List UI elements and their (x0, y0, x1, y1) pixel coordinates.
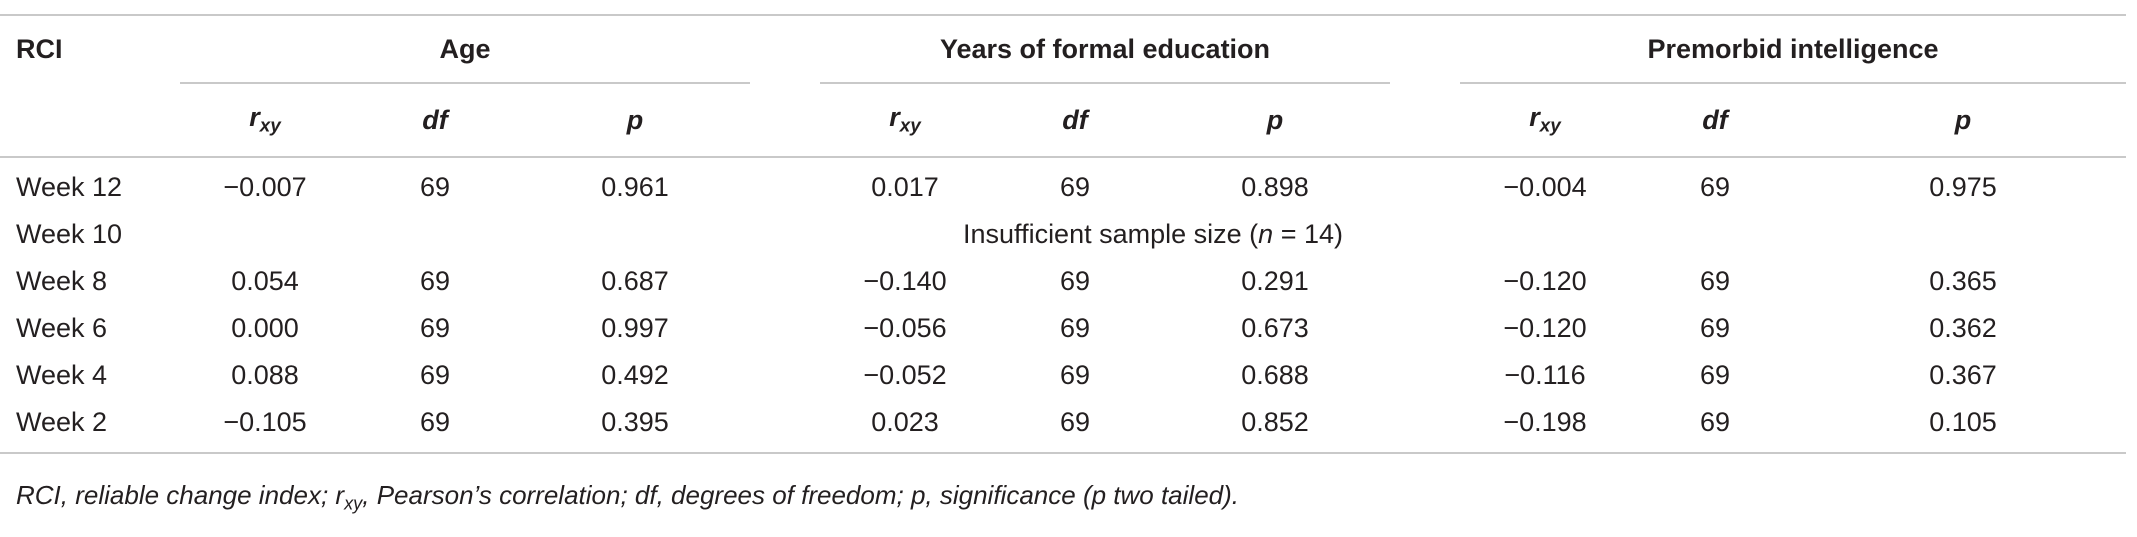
row-label: Week 6 (16, 313, 108, 343)
table-cell: 69 (1699, 407, 1731, 437)
df-header-age: df (422, 104, 448, 135)
table-cell: 0.492 (601, 360, 669, 390)
column-header-row: rxy df p rxy df p rxy df p (0, 84, 2126, 157)
table-cell: 69 (1059, 313, 1091, 343)
table-row: Week 10 Insufficient sample size (n = 14… (0, 211, 2126, 258)
table-cell: 69 (1699, 360, 1731, 390)
table-cell: 0.000 (231, 313, 299, 343)
table-cell: 69 (1059, 407, 1091, 437)
p-header-education: p (1266, 104, 1284, 135)
table-cell: 0.997 (601, 313, 669, 343)
table-cell: 0.362 (1929, 313, 1997, 343)
intelligence-group-header: Premorbid intelligence (1647, 33, 1939, 64)
table-cell: 0.975 (1929, 172, 1997, 202)
row-label: Week 4 (16, 360, 108, 390)
table-cell: −0.052 (863, 360, 947, 390)
table-cell: 0.023 (871, 407, 939, 437)
row-label: Week 8 (16, 266, 108, 296)
row-label: Week 2 (16, 407, 108, 437)
table-cell: 0.365 (1929, 266, 1997, 296)
table-row: Week 6 0.000 69 0.997 −0.056 69 0.673 −0… (0, 305, 2126, 352)
table-cell: 0.088 (231, 360, 299, 390)
education-group-header: Years of formal education (939, 33, 1271, 64)
table-cell: 69 (419, 360, 451, 390)
r-header-education: rxy (889, 102, 921, 137)
table-cell: 0.017 (871, 172, 939, 202)
table-cell: 0.961 (601, 172, 669, 202)
table-cell: 69 (419, 172, 451, 202)
table-cell: −0.007 (223, 172, 307, 202)
table-cell: −0.105 (223, 407, 307, 437)
p-header-intelligence: p (1954, 104, 1972, 135)
age-group-header: Age (439, 33, 491, 64)
table-cell: 69 (419, 266, 451, 296)
group-header-row: RCI Age Years of formal education Premor… (0, 16, 2126, 83)
row-label: Week 12 (16, 172, 123, 202)
table-cell: −0.140 (863, 266, 947, 296)
table-cell: −0.004 (1503, 172, 1587, 202)
correlation-table: RCI Age Years of formal education Premor… (0, 14, 2126, 455)
r-header-age: rxy (249, 102, 281, 137)
table-cell: 69 (1699, 266, 1731, 296)
table-cell: 0.687 (601, 266, 669, 296)
table-cell: 0.688 (1241, 360, 1309, 390)
table-cell: 69 (1059, 172, 1091, 202)
table-row: Week 2 −0.105 69 0.395 0.023 69 0.852 −0… (0, 399, 2126, 453)
table-cell: 0.898 (1241, 172, 1309, 202)
table-row: Week 8 0.054 69 0.687 −0.140 69 0.291 −0… (0, 258, 2126, 305)
table-cell: 0.673 (1241, 313, 1309, 343)
row-label: Week 10 (16, 219, 123, 249)
r-header-intelligence: rxy (1529, 102, 1561, 137)
df-header-education: df (1062, 104, 1088, 135)
table-cell: 0.852 (1241, 407, 1309, 437)
table-cell: 69 (419, 313, 451, 343)
table-cell: 69 (1059, 266, 1091, 296)
p-header-age: p (626, 104, 644, 135)
table-cell: 0.105 (1929, 407, 1997, 437)
table-row: Week 4 0.088 69 0.492 −0.052 69 0.688 −0… (0, 352, 2126, 399)
table-cell: 0.291 (1241, 266, 1309, 296)
table-cell: 69 (1699, 313, 1731, 343)
table-cell: 0.054 (231, 266, 299, 296)
table-cell: 0.395 (601, 407, 669, 437)
table-cell: −0.120 (1503, 266, 1587, 296)
table-footnote: RCI, reliable change index; rxy, Pearson… (16, 480, 1240, 514)
table-cell: 69 (1059, 360, 1091, 390)
table-cell: 0.367 (1929, 360, 1997, 390)
table-cell: −0.198 (1503, 407, 1587, 437)
table-row: Week 12 −0.007 69 0.961 0.017 69 0.898 −… (0, 158, 2126, 211)
df-header-intelligence: df (1702, 104, 1728, 135)
table-cell: −0.056 (863, 313, 947, 343)
merged-cell: Insufficient sample size (n = 14) (963, 219, 1343, 249)
table-cell: −0.120 (1503, 313, 1587, 343)
table-cell: −0.116 (1504, 360, 1586, 390)
table-cell: 69 (419, 407, 451, 437)
rci-header: RCI (16, 34, 63, 64)
table-cell: 69 (1699, 172, 1731, 202)
